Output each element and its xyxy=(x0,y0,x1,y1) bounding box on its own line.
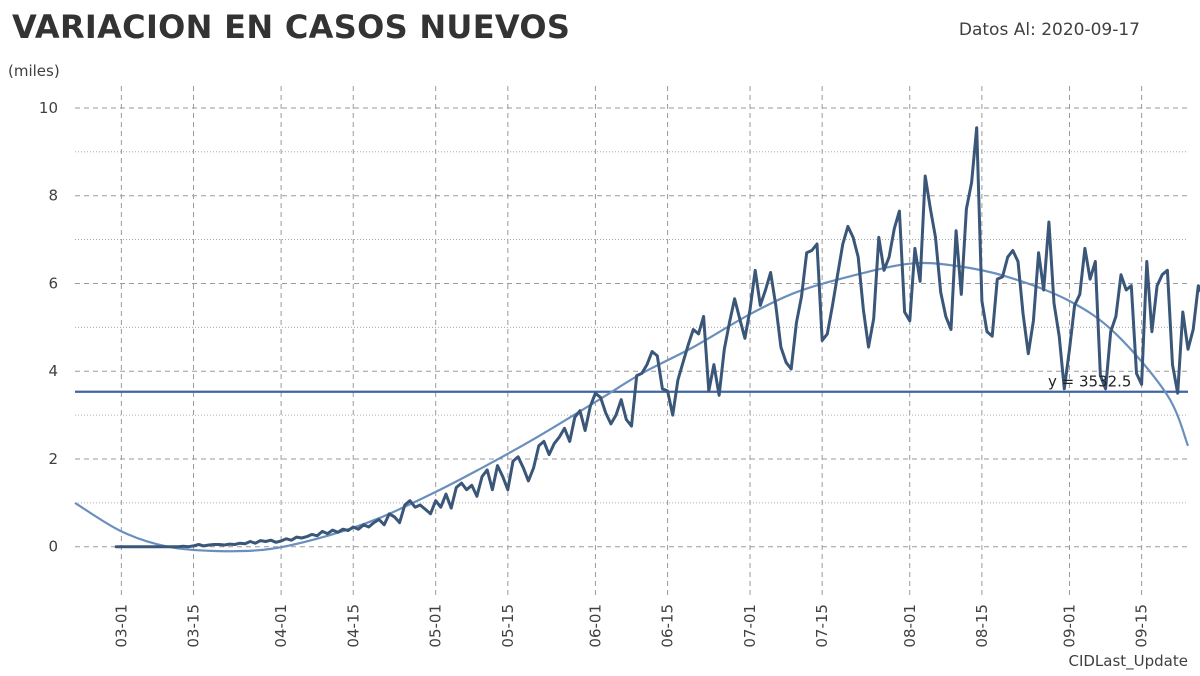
new-cases-line xyxy=(114,126,1200,549)
x-tick-label: 07-01 xyxy=(741,604,759,648)
y-tick-label: 2 xyxy=(48,450,58,468)
y-axis-unit-label: (miles) xyxy=(8,62,60,80)
y-tick-label: 0 xyxy=(48,538,58,556)
x-tick-label: 05-01 xyxy=(427,604,445,648)
chart-title: VARIACION EN CASOS NUEVOS xyxy=(12,8,571,46)
x-tick-labels: 03-01 03-15 04-01 04-15 05-01 05-15 06-01 06-15… xyxy=(112,604,1150,648)
x-tick-label: 05-15 xyxy=(499,604,517,648)
x-axis-footer-label: CIDLast_Update xyxy=(1068,652,1188,670)
x-tick-label: 04-15 xyxy=(344,604,362,648)
x-tick-label: 06-15 xyxy=(659,604,677,648)
x-tick-label: 03-15 xyxy=(185,604,203,648)
y-tick-label: 10 xyxy=(39,99,58,117)
x-tick-label: 03-01 xyxy=(112,604,130,648)
y-tick-label: 6 xyxy=(48,274,58,292)
y-tick-label: 8 xyxy=(48,187,58,205)
x-tick-label: 06-01 xyxy=(586,604,604,648)
data-date-label: Datos Al: 2020-09-17 xyxy=(958,20,1140,40)
x-tick-label: 07-15 xyxy=(813,604,831,648)
grid-lines xyxy=(75,86,1188,595)
annotation-group: y = 3532.5 xyxy=(1048,373,1131,391)
y-tick-labels: 0 2 4 6 8 10 xyxy=(39,99,58,556)
x-tick-label: 09-01 xyxy=(1060,604,1078,648)
x-tick-label: 08-01 xyxy=(901,604,919,648)
series-line-group xyxy=(114,126,1200,549)
x-tick-label: 09-15 xyxy=(1133,604,1151,648)
reference-line-label: y = 3532.5 xyxy=(1048,373,1131,391)
y-tick-label: 4 xyxy=(48,362,58,380)
x-tick-label: 08-15 xyxy=(973,604,991,648)
x-tick-label: 04-01 xyxy=(272,604,290,648)
